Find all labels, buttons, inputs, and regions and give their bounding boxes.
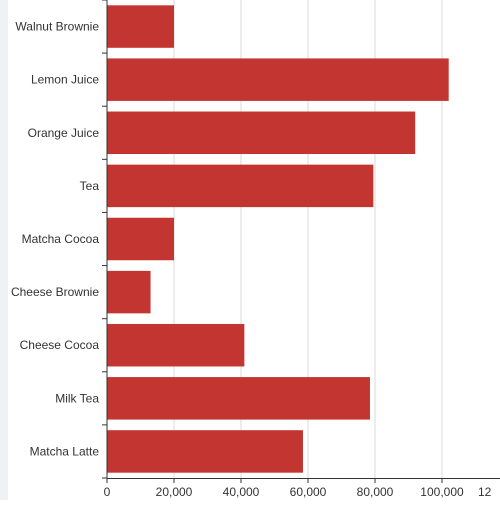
bar <box>107 217 174 261</box>
bar <box>107 323 245 367</box>
x-tick-label: 60,000 <box>290 485 327 499</box>
left-panel-strip <box>0 0 8 500</box>
x-tick-label: 80,000 <box>357 485 394 499</box>
x-tick-label: 12 <box>478 485 492 499</box>
bar <box>107 5 174 48</box>
x-tick-label: 20,000 <box>156 485 193 499</box>
bar <box>107 377 370 420</box>
bar <box>107 111 416 155</box>
category-label: Walnut Brownie <box>15 20 99 34</box>
bar <box>107 430 303 473</box>
bar <box>107 164 374 208</box>
category-label: Lemon Juice <box>31 73 99 87</box>
labels-layer: Walnut Brownie Lemon Juice Orange Juice Tea… <box>11 20 492 499</box>
category-label: Tea <box>80 179 100 193</box>
x-tick-label: 100,000 <box>420 485 464 499</box>
category-label: Cheese Brownie <box>11 285 99 299</box>
category-label: Matcha Cocoa <box>22 232 100 246</box>
bar <box>107 270 151 314</box>
category-label: Matcha Latte <box>30 444 100 458</box>
bar <box>107 58 449 101</box>
category-label: Milk Tea <box>55 391 99 405</box>
category-label: Orange Juice <box>28 126 100 140</box>
x-tick-label: 0 <box>104 485 111 499</box>
x-tick-label: 40,000 <box>223 485 260 499</box>
bars-layer <box>107 5 449 473</box>
axes-layer <box>102 0 500 483</box>
category-label: Cheese Cocoa <box>20 338 100 352</box>
